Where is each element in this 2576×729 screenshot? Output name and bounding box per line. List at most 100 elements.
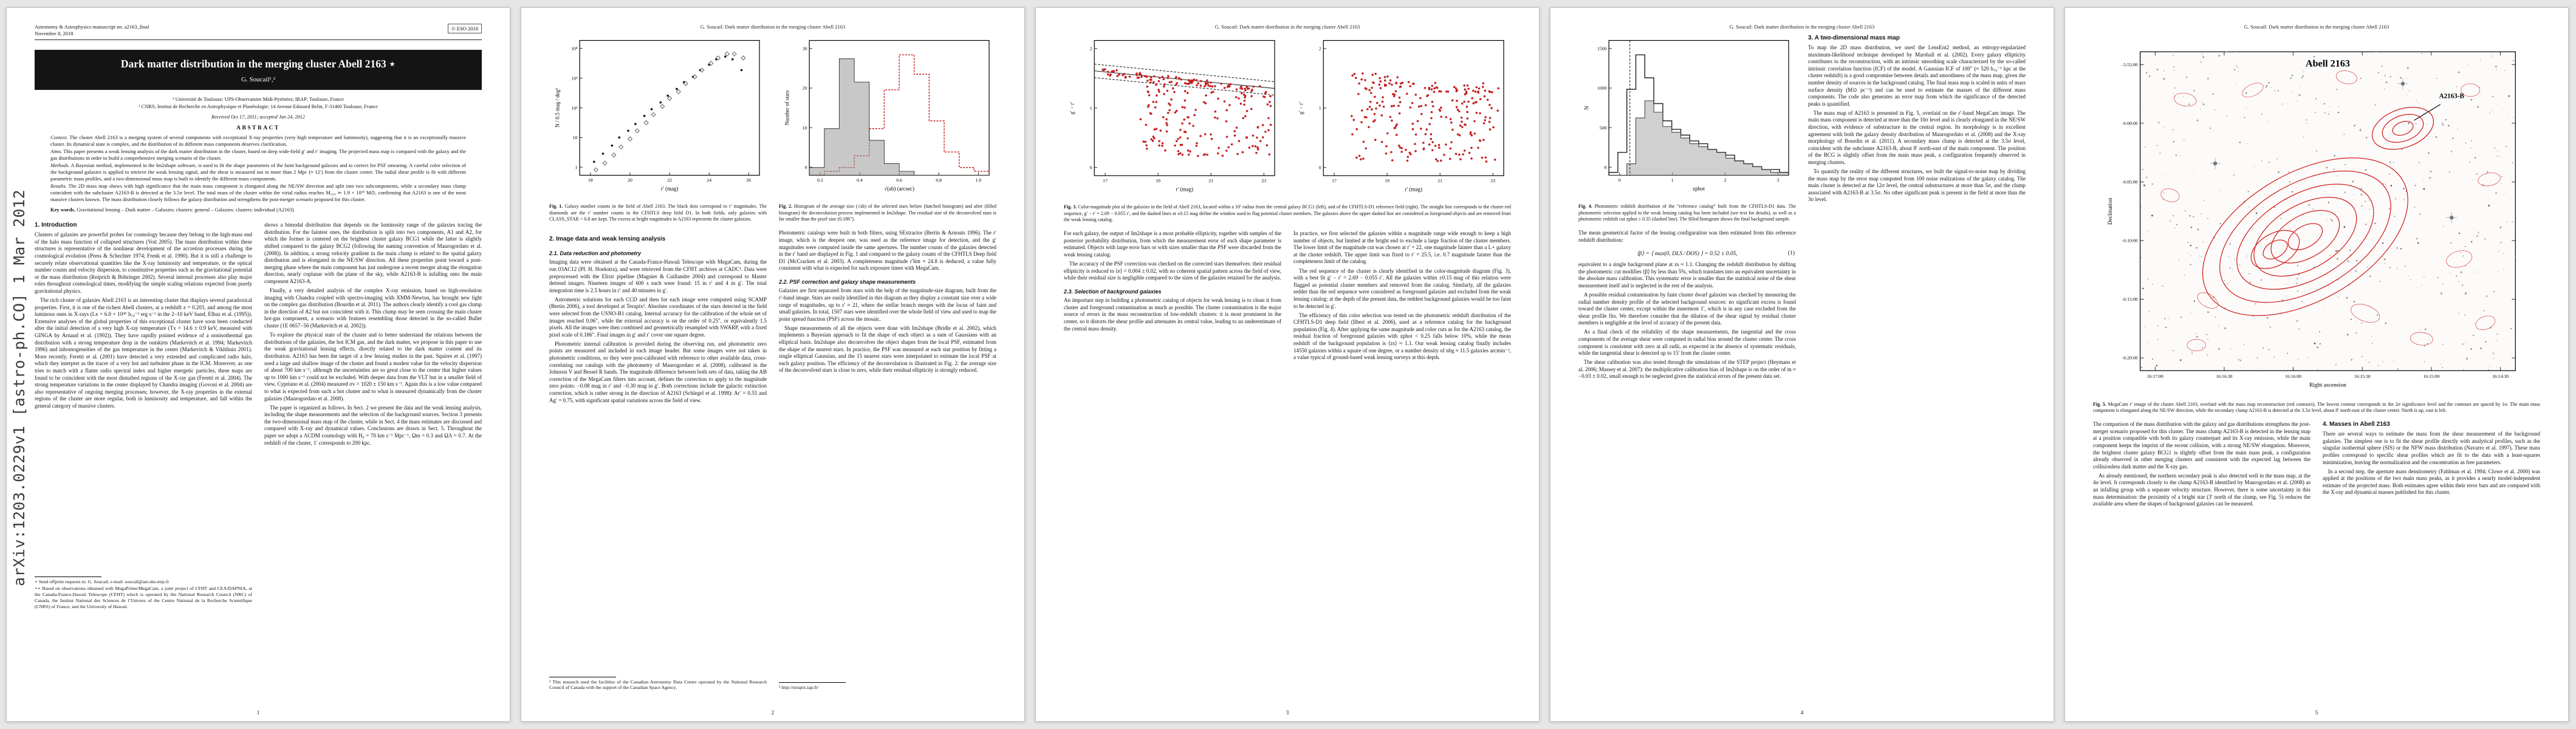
svg-text:26: 26 — [746, 177, 751, 183]
svg-text:10: 10 — [573, 135, 578, 140]
page1-left-column: 1. Introduction Clusters of galaxies are… — [35, 222, 252, 611]
svg-text:2: 2 — [1319, 46, 1321, 52]
svg-text:21: 21 — [1437, 178, 1442, 183]
page-number: 5 — [2315, 710, 2318, 716]
svg-text:Abell 2163: Abell 2163 — [2306, 58, 2350, 69]
svg-text:r′ (mag): r′ (mag) — [661, 186, 679, 192]
svg-text:22: 22 — [667, 177, 672, 183]
section-2-2-heading: 2.2. PSF correction and galaxy shape mea… — [779, 279, 916, 286]
figure-caption: Fig. 1. Galaxy number counts in the fiel… — [549, 204, 767, 222]
svg-text:0.8: 0.8 — [936, 177, 942, 183]
equation-1-body: ⟨β⟩ = ⟨ max(0, DLS ⁄ DOS) ⟩ = 0.52 ± 0.0… — [1637, 251, 1738, 258]
keywords-line: Key words. Gravitational lensing – Dark … — [50, 207, 466, 213]
fig3-left-panel-cmd: 17 19 21 23 0 1 2 r′ (mag) g′ − r′ — [1069, 39, 1275, 192]
svg-text:0: 0 — [1090, 165, 1092, 171]
svg-text:1500: 1500 — [1597, 46, 1607, 52]
svg-text:-6:05:00: -6:05:00 — [2122, 179, 2138, 185]
abstract-aims-text: This paper presents a weak lensing analy… — [50, 148, 466, 161]
page-number: 1 — [256, 710, 260, 716]
page2-footnotes-right: ² http://terapix.iap.fr/ — [779, 679, 996, 692]
svg-text:10²: 10² — [571, 105, 578, 111]
paragraph: To explore the physical state of the clu… — [264, 332, 482, 402]
svg-text:-5:55:00: -5:55:00 — [2122, 62, 2138, 67]
received-accepted-line: Received Oct 17, 2011; accepted Jan 24, … — [211, 114, 305, 120]
abstract-results-text: The 2D mass map shows with high signific… — [50, 183, 466, 202]
title-banner: Dark matter distribution in the merging … — [35, 50, 482, 90]
fig3-caption-text: Color-magnitude plot of the galaxies in … — [1064, 204, 1512, 222]
svg-text:2: 2 — [1724, 177, 1727, 183]
svg-text:19: 19 — [1385, 178, 1389, 183]
page-5: G. Soucail: Dark matter distribution in … — [2064, 7, 2569, 722]
fig4-label: Fig. 4. — [1578, 204, 1592, 210]
figure-caption: Fig. 5. MegaCam r′ image of the cluster … — [2093, 402, 2540, 414]
paragraph: As already mentioned, the northern secon… — [2093, 472, 2311, 507]
paragraph: The rich cluster of galaxies Abell 2163 … — [35, 297, 252, 409]
paragraph: A possible residual contamination by fai… — [1578, 291, 1796, 326]
page1-header: Astronomy & Astrophysics manuscript no. … — [35, 24, 482, 40]
paragraph: The red sequence of the cluster is clear… — [1293, 267, 1511, 309]
section-2-3-heading: 2.3. Selection of background galaxies — [1064, 289, 1162, 295]
manuscript-line: Astronomy & Astrophysics manuscript no. … — [35, 24, 149, 30]
fig5-caption-text: MegaCam r′ image of the cluster Abell 21… — [2093, 401, 2540, 413]
paragraph: The accuracy of the PSF correction was c… — [1064, 260, 1281, 281]
keywords-text: Gravitational lensing – Dark matter – Ga… — [77, 207, 294, 213]
paragraph: In practice, we first selected the galax… — [1293, 230, 1511, 265]
svg-text:16:15:30: 16:15:30 — [2354, 374, 2371, 379]
svg-text:2: 2 — [1090, 46, 1092, 52]
svg-text:-6:15:00: -6:15:00 — [2122, 296, 2138, 302]
svg-text:10⁴: 10⁴ — [571, 46, 578, 52]
page-number: 2 — [771, 710, 775, 716]
svg-text:1000: 1000 — [1597, 86, 1607, 91]
page4-columns: 0 1 2 3 0 500 1000 1500 zphot N Fig. 4. Photometr… — [1578, 35, 2026, 692]
page5-columns: The comparison of the mass distribution … — [2093, 421, 2540, 621]
equation-1: ⟨β⟩ = ⟨ max(0, DLS ⁄ DOS) ⟩ = 0.52 ± 0.0… — [1578, 250, 1796, 257]
paragraph: Photometric internal calibration is prov… — [549, 340, 767, 403]
svg-text:N: N — [1584, 106, 1590, 110]
page-number: 3 — [1286, 710, 1289, 716]
figure-caption: Fig. 2. Histogram of the average size (√… — [779, 204, 996, 222]
abstract-aims-label: Aims. — [50, 148, 63, 155]
section-3-heading: 3. A two-dimensional mass map — [1808, 35, 1900, 41]
svg-text:0: 0 — [805, 165, 807, 170]
paragraph: Photometric catalogs were built in both … — [779, 230, 996, 272]
fig2-caption-text: Histogram of the average size (√ab) of t… — [779, 204, 996, 222]
fig2-star-size-histogram: 0.2 0.4 0.6 0.8 1.0 0 10 20 30 √(ab) (arcsec) Numb… — [784, 39, 990, 192]
svg-text:g′ − r′: g′ − r′ — [1298, 101, 1304, 114]
svg-text:20: 20 — [628, 177, 632, 183]
svg-text:16:14:30: 16:14:30 — [2492, 374, 2509, 379]
svg-text:18: 18 — [588, 177, 593, 183]
paragraph: An important step in building a photomet… — [1064, 297, 1281, 332]
affiliation-1: ¹ Université de Toulouse; UPS-Observatoi… — [173, 97, 344, 102]
svg-text:17: 17 — [1103, 178, 1108, 183]
paragraph: The efficiency of this color selection w… — [1293, 312, 1511, 361]
svg-text:0.6: 0.6 — [896, 177, 902, 183]
abstract-methods-label: Methods. — [50, 162, 70, 169]
paragraph: Clusters of galaxies are powerful probes… — [35, 231, 252, 295]
svg-text:0.2: 0.2 — [817, 177, 823, 183]
page2-right-column: 0.2 0.4 0.6 0.8 1.0 0 10 20 30 √(ab) (arcsec) Numb… — [779, 35, 996, 692]
svg-text:30: 30 — [803, 46, 807, 52]
svg-text:1.0: 1.0 — [975, 177, 981, 183]
svg-text:3: 3 — [1776, 177, 1779, 183]
page-3: G. Soucail: Dark matter distribution in … — [1035, 7, 1540, 722]
svg-text:16:15:00: 16:15:00 — [2423, 374, 2439, 379]
page5-left-column: The comparison of the mass distribution … — [2093, 421, 2311, 621]
abstract-results: Results. The 2D mass map shows with high… — [50, 183, 466, 202]
page3-right-column: In practice, we first selected the galax… — [1293, 230, 1511, 660]
abstract-context: Context. The cluster Abell 2163 is a mer… — [50, 134, 466, 148]
footnote-cadc: ¹ This research used the facilities of t… — [549, 679, 767, 691]
svg-text:r′ (mag): r′ (mag) — [1176, 186, 1193, 192]
paragraph: equivalent to a single background plane … — [1578, 261, 1796, 289]
svg-text:23: 23 — [1490, 178, 1495, 183]
page4-left-column: 0 1 2 3 0 500 1000 1500 zphot N Fig. 4. Photometr… — [1578, 35, 1796, 692]
svg-text:19: 19 — [1156, 178, 1160, 183]
svg-text:-6:00:00: -6:00:00 — [2122, 120, 2138, 126]
paragraph: To quantify the reality of the different… — [1808, 168, 2026, 203]
svg-text:0: 0 — [1605, 165, 1607, 170]
page-4: G. Soucail: Dark matter distribution in … — [1550, 7, 2054, 722]
page2-footnotes-left: ¹ This research used the facilities of t… — [549, 673, 767, 692]
fig3-color-magnitude-panels: 17 19 21 23 0 1 2 r′ (mag) g′ − r′ 17 19 21 23 0 1 2 r′… — [1064, 35, 1511, 202]
paragraph: Imaging data were ob­tained at the Canad… — [549, 259, 767, 293]
running-header: G. Soucail: Dark matter distribution in … — [1214, 24, 1360, 30]
